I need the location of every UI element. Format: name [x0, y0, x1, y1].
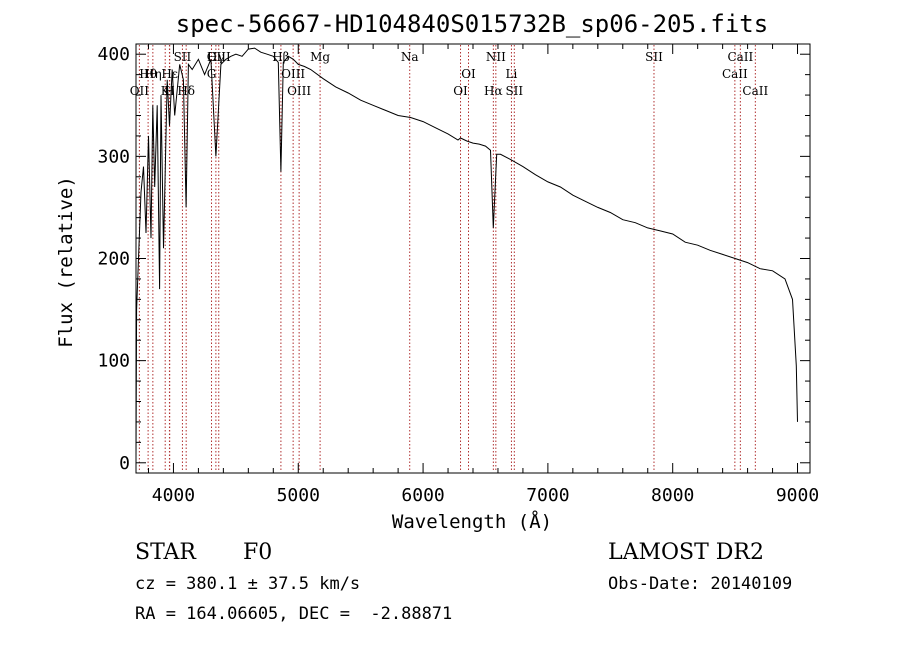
line-marker-label: OI	[461, 67, 476, 81]
x-tick-label: 9000	[776, 485, 819, 506]
line-marker-label: SII	[174, 50, 192, 64]
y-tick-label: 300	[97, 146, 130, 167]
x-tick-label: 6000	[401, 485, 444, 506]
line-marker-label: SII	[505, 84, 523, 98]
line-marker-label: Hε	[161, 67, 178, 81]
object-subclass: F0	[243, 540, 273, 565]
line-marker-label: H	[164, 84, 174, 98]
object-class: STAR	[135, 540, 196, 565]
line-marker-label: Mg	[310, 50, 330, 64]
line-markers	[138, 45, 756, 472]
x-tick-label: 8000	[651, 485, 694, 506]
line-marker-label: OI	[453, 84, 468, 98]
y-tick-label: 400	[97, 44, 130, 65]
x-axis-label: Wavelength (Å)	[392, 510, 552, 533]
plot-frame	[135, 43, 811, 474]
line-marker-label: Hδ	[177, 84, 195, 98]
line-marker-label: Hθ	[139, 67, 157, 81]
x-tick-label: 5000	[277, 485, 320, 506]
y-tick-label: 200	[97, 249, 130, 270]
line-marker-label: CaII	[727, 50, 753, 64]
coordinates: RA = 164.06605, DEC = -2.88871	[135, 604, 453, 624]
line-marker-label: Hβ	[272, 50, 289, 64]
line-marker-label: Li	[506, 67, 518, 81]
line-marker-label: SII	[645, 50, 663, 64]
line-marker-label: OII	[130, 84, 150, 98]
y-tick-label: 100	[97, 351, 130, 372]
line-marker-label: CaII	[722, 67, 748, 81]
line-marker-label: K	[161, 84, 171, 98]
x-tick-label: 4000	[152, 485, 195, 506]
line-marker-label: Hα	[484, 84, 503, 98]
y-axis-label: Flux (relative)	[55, 176, 77, 348]
x-axis-ticks: 4000 5000 6000 7000 8000 9000	[147, 44, 819, 506]
observation-date: Obs-Date: 20140109	[608, 574, 793, 594]
line-marker-label: Hη	[144, 67, 162, 81]
spectrum-line	[135, 47, 798, 458]
line-marker-label: NII	[486, 50, 506, 64]
line-marker-label: Hγ	[207, 50, 225, 64]
line-marker-label: OIII	[281, 67, 305, 81]
chart-title: spec-56667-HD104840S015732B_sp06-205.fit…	[176, 10, 768, 38]
x-tick-label: 7000	[526, 485, 569, 506]
redshift-velocity: cz = 380.1 ± 37.5 km/s	[135, 574, 361, 594]
line-marker-label: OIII	[287, 84, 311, 98]
survey-name: LAMOST DR2	[608, 540, 764, 565]
line-marker-label: CaII	[742, 84, 768, 98]
y-tick-label: 0	[119, 453, 130, 474]
line-marker-label: Na	[401, 50, 419, 64]
y-axis-ticks: 0 100 200 300 400	[97, 44, 810, 474]
